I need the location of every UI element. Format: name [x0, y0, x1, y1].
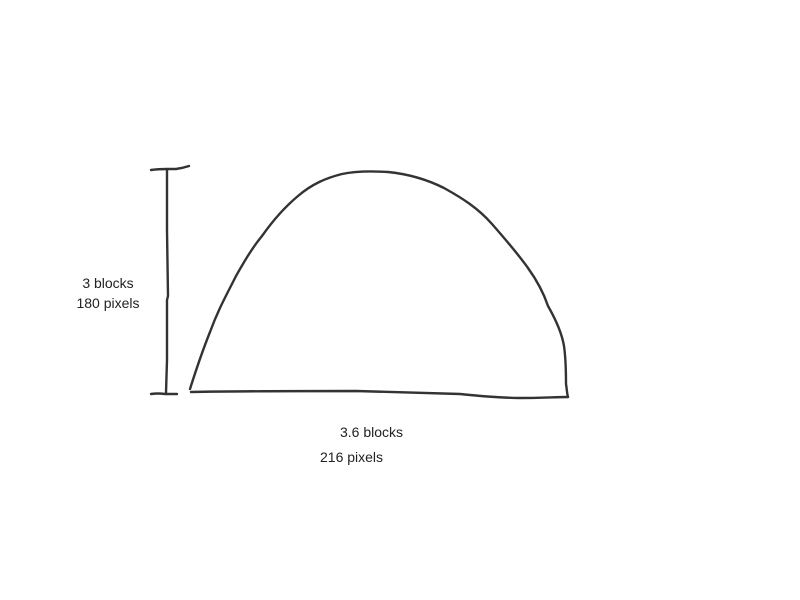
dome-arch — [188, 170, 570, 399]
height-top-tick — [149, 164, 191, 172]
height-blocks-text: 3 blocks — [82, 275, 134, 291]
width-pixels-text: 216 pixels — [320, 449, 384, 465]
width-blocks-text: 3.6 blocks — [340, 424, 404, 440]
height-label: 3 blocks 180 pixels — [60, 273, 156, 313]
height-dimension-line — [164, 168, 170, 395]
height-pixels-text: 180 pixels — [76, 295, 140, 311]
height-bottom-tick — [149, 392, 179, 396]
dome-base — [189, 389, 570, 400]
